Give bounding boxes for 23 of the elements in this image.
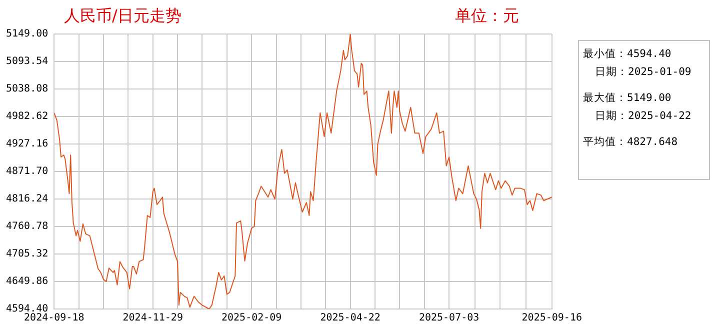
text: 日期：2025-01-09 (594, 65, 692, 79)
x-tick-label: 2024-09-18 (24, 312, 84, 324)
chart-title: 人民币/日元走势 (64, 6, 182, 27)
x-tick-label: 2024-11-29 (122, 312, 183, 324)
text: 最小值：4594.40 (583, 47, 672, 61)
text: 最大值：5149.00 (583, 91, 672, 105)
y-tick-label: 4871.70 (6, 166, 48, 178)
y-tick-label: 5093.54 (6, 56, 48, 68)
y-tick-label: 4649.86 (6, 276, 48, 288)
text: 日期：2025-04-22 (594, 109, 692, 123)
x-tick-label: 2025-04-22 (320, 312, 380, 324)
y-tick-label: 5149.00 (6, 28, 48, 40)
text: 平均值：4827.648 (583, 135, 679, 149)
y-tick-label: 5038.08 (6, 84, 48, 95)
x-tick-label: 2025-02-09 (221, 312, 282, 324)
y-tick-label: 4816.24 (6, 194, 48, 205)
x-tick-label: 2025-09-16 (522, 312, 582, 324)
y-tick-label: 4927.16 (6, 138, 48, 150)
chart-subtitle: 单位：元 (455, 6, 519, 27)
y-tick-label: 4705.32 (6, 248, 48, 260)
y-tick-label: 4982.62 (6, 111, 48, 122)
y-tick-label: 4760.78 (6, 221, 48, 232)
x-tick-label: 2025-07-03 (418, 312, 480, 324)
